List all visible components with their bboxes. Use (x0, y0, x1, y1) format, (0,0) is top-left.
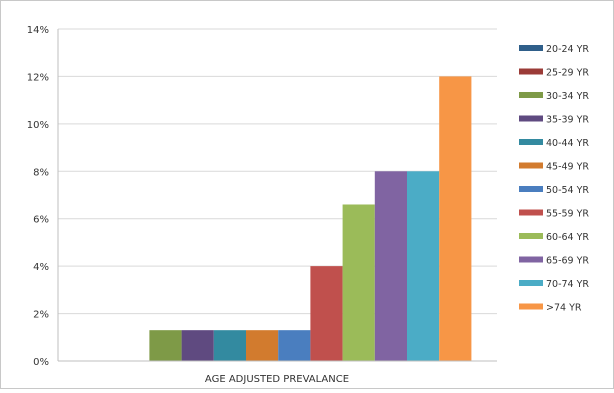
legend: 20-24 YR 25-29 YR 30-34 YR 35-39 YR 40-44 YR… (519, 44, 589, 314)
legend-swatch (519, 209, 543, 216)
bar-60-64 YR (342, 204, 375, 361)
x-axis-category-labels: AGE ADJUSTED PREVALANCE (205, 374, 349, 385)
legend-item: >74 YR (519, 303, 582, 314)
legend-label: 35-39 YR (546, 115, 589, 126)
bar-35-39 YR (181, 330, 214, 361)
y-tick-label: 14% (27, 25, 49, 36)
legend-item: 70-74 YR (519, 279, 589, 290)
legend-label: 25-29 YR (546, 68, 589, 79)
legend-swatch (519, 115, 543, 122)
legend-label: 60-64 YR (546, 232, 589, 243)
legend-item: 65-69 YR (519, 256, 589, 267)
legend-label: 20-24 YR (546, 44, 589, 55)
legend-swatch (519, 68, 543, 75)
y-tick-label: 8% (33, 167, 49, 178)
bar-55-59 YR (310, 266, 343, 361)
legend-swatch (519, 139, 543, 145)
legend-label: 55-59 YR (546, 209, 589, 220)
bar-40-44 YR (213, 330, 246, 361)
y-tick-label: 10% (27, 120, 49, 131)
legend-label: 50-54 YR (546, 185, 589, 196)
legend-item: 30-34 YR (519, 91, 589, 102)
legend-item: 40-44 YR (519, 138, 589, 149)
y-tick-label: 4% (33, 262, 49, 273)
legend-swatch (519, 233, 543, 239)
y-tick-label: 12% (27, 72, 49, 83)
bars (149, 76, 472, 361)
legend-item: 60-64 YR (519, 232, 589, 243)
legend-label: 40-44 YR (546, 138, 589, 149)
legend-item: 45-49 YR (519, 162, 589, 173)
y-axis-tick-labels: 0% 2% 4% 6% 8% 10% 12% 14% (27, 25, 49, 368)
legend-label: >74 YR (546, 303, 582, 314)
legend-label: 65-69 YR (546, 256, 589, 267)
y-tick-label: 0% (33, 357, 49, 368)
legend-swatch (519, 186, 543, 192)
bar-45-49 YR (246, 330, 279, 361)
legend-item: 35-39 YR (519, 115, 589, 126)
legend-swatch (519, 92, 543, 98)
legend-swatch (519, 303, 543, 310)
bar-30-34 YR (149, 330, 182, 361)
legend-label: 45-49 YR (546, 162, 589, 173)
legend-item: 25-29 YR (519, 68, 589, 79)
legend-swatch (519, 256, 543, 263)
axes (57, 29, 497, 362)
legend-swatch (519, 280, 543, 286)
y-tick-label: 6% (33, 215, 49, 226)
legend-swatch (519, 45, 543, 51)
bar-50-54 YR (278, 330, 311, 361)
legend-swatch (519, 162, 543, 169)
bar-70-74 YR (407, 171, 440, 361)
legend-label: 30-34 YR (546, 91, 589, 102)
bar->74 YR (439, 76, 472, 361)
legend-label: 70-74 YR (546, 279, 589, 290)
legend-item: 55-59 YR (519, 209, 589, 220)
legend-item: 20-24 YR (519, 44, 589, 55)
gridlines (58, 28, 497, 315)
legend-item: 50-54 YR (519, 185, 589, 196)
x-category-label: AGE ADJUSTED PREVALANCE (205, 374, 349, 385)
y-tick-label: 2% (33, 310, 49, 321)
bar-65-69 YR (374, 171, 407, 361)
